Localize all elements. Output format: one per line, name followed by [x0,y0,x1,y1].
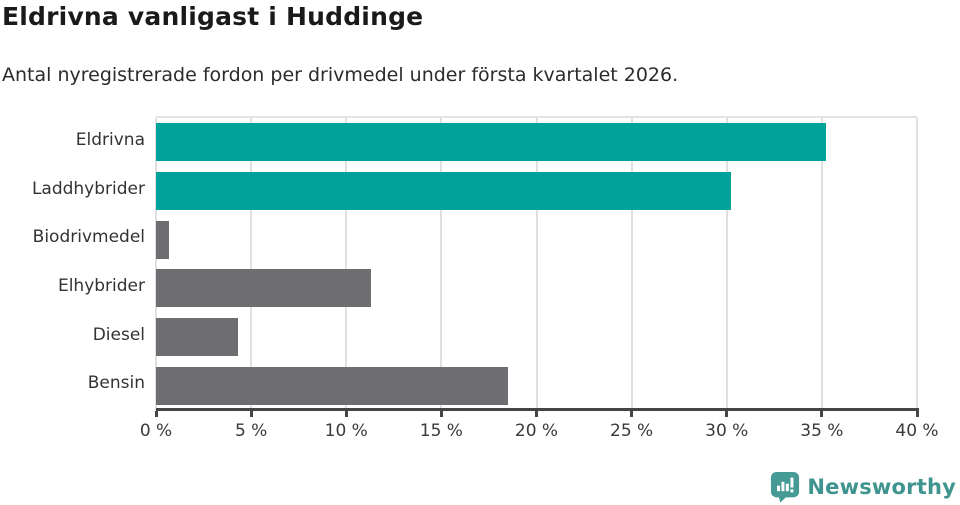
x-tick-label: 20 % [514,421,559,441]
newsworthy-logo: Newsworthy [770,470,956,504]
x-tick [725,411,729,417]
category-label-laddhybrider: Laddhybrider [31,178,145,199]
x-tick-label: 5 % [234,421,268,441]
bar-bensin [156,366,508,405]
chart-subtitle: Antal nyregistrerade fordon per drivmede… [2,64,679,86]
category-label-elhybrider: Elhybrider [57,276,145,296]
category-label-diesel: Diesel [92,324,145,345]
x-tick-label: 10 % [324,421,368,441]
x-tick [344,411,348,417]
bar-eldrivna [156,123,826,162]
bar-elhybrider [156,269,371,308]
x-tick-label: 40 % [895,421,939,441]
gridline [725,118,728,410]
x-tick-label: 15 % [419,421,463,441]
gridline [345,118,348,410]
x-tick-label: 25 % [610,421,654,441]
x-tick [439,411,443,417]
gridline [916,118,918,410]
x-tick [630,411,634,417]
gridline [440,118,443,410]
gridline [820,118,823,410]
x-tick-label: 35 % [800,421,844,441]
bar-laddhybrider [156,172,731,210]
x-tick-label: 0 % [139,421,173,441]
newsworthy-bubble-chart-icon [771,472,800,503]
category-label-eldrivna: Eldrivna [75,130,145,150]
gridline [250,118,253,410]
x-tick [535,411,538,417]
plot-area [155,116,918,410]
x-tick [154,411,158,417]
chart-title: Eldrivna vanligast i Huddinge [2,2,424,31]
bar-diesel [156,318,238,356]
category-label-biodrivmedel: Biodrivmedel [32,227,145,248]
category-label-bensin: Bensin [87,373,145,394]
gridline [535,118,538,410]
bar-biodrivmedel [156,220,170,259]
newsworthy-wordmark: Newsworthy [807,475,956,499]
gridline [155,118,157,410]
x-tick [915,411,919,417]
x-tick-label: 30 % [705,421,749,441]
gridline [630,118,633,410]
x-tick [820,411,824,417]
x-tick [249,411,253,417]
x-axis-line [156,408,919,411]
